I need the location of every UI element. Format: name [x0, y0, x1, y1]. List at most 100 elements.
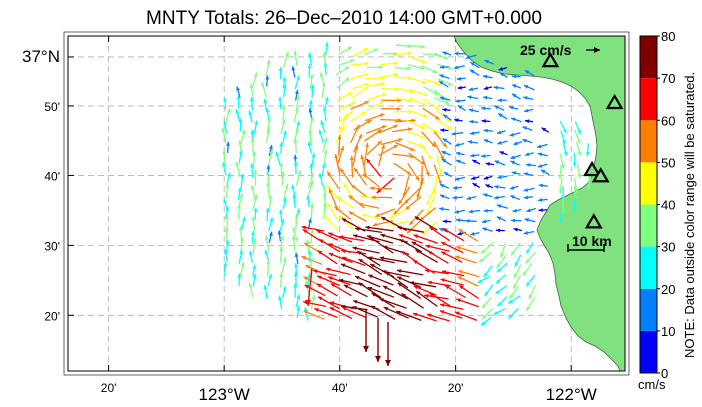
current-vector-head [439, 228, 444, 232]
current-vector-head [353, 234, 358, 238]
current-vector-head [224, 227, 229, 232]
current-vector-head [304, 280, 309, 285]
current-vector-head [293, 283, 298, 288]
current-vector-head [442, 51, 447, 56]
current-vector-head [397, 282, 403, 287]
current-vector-head [327, 202, 331, 208]
current-vector-head [500, 253, 504, 258]
current-vector [397, 282, 422, 299]
current-vector-head [483, 86, 489, 90]
current-vector-head [420, 66, 425, 70]
current-vector-head [304, 285, 310, 289]
current-vector-head [435, 105, 440, 110]
current-vector-head [469, 119, 474, 124]
lon-label: 123°W [199, 385, 250, 404]
current-vector-head [416, 291, 421, 295]
current-vector-head [328, 188, 333, 194]
current-vector-head [328, 252, 334, 257]
current-vector-head [451, 131, 456, 136]
lon-label: 20' [448, 381, 464, 395]
current-vector-head [407, 229, 412, 234]
current-vector-head [454, 311, 460, 316]
current-vector-head [282, 130, 287, 135]
current-vectors [221, 42, 592, 366]
current-vector-head [236, 95, 241, 100]
current-vector-head [467, 140, 473, 144]
current-vector-head [442, 107, 447, 112]
current-vector-head [354, 167, 359, 173]
current-vector-head [425, 244, 430, 249]
current-vector-head [577, 151, 582, 156]
current-vector-head [369, 237, 375, 241]
current-vector-head [423, 113, 428, 118]
current-vector-head [484, 291, 489, 297]
current-vector-head [398, 200, 403, 205]
current-vector-head [278, 295, 282, 300]
reference-arrow: 25 cm/s [520, 42, 600, 58]
current-vector-head [561, 164, 565, 169]
current-vector-head [416, 193, 421, 199]
current-vector-head [454, 65, 459, 70]
current-vector-head [364, 83, 370, 87]
current-vector-head [293, 138, 298, 143]
current-vector-head [348, 110, 354, 115]
current-vector-head [253, 207, 258, 212]
colorbar-segment [640, 162, 657, 205]
current-vector-head [448, 82, 453, 86]
colorbar-tick-label: 30 [661, 240, 675, 255]
current-vector-head [510, 218, 515, 223]
current-vector-head [377, 129, 382, 134]
current-vector-head [514, 273, 518, 278]
current-vector-head [269, 144, 273, 150]
current-vector-head [406, 171, 412, 175]
current-vector-head [342, 307, 347, 311]
current-vector-head [407, 66, 412, 71]
current-vector-head [383, 285, 388, 290]
current-vector [340, 263, 366, 275]
current-vector-head [382, 269, 387, 274]
current-vector-head [511, 250, 516, 256]
current-vector-head [372, 222, 378, 227]
current-vector-head [240, 173, 245, 179]
current-vector-head [498, 113, 503, 118]
current-vector-head [223, 97, 227, 102]
colorbar-tick-label: 20 [661, 282, 675, 297]
current-vector-head [254, 194, 258, 200]
current-vector-head [310, 173, 314, 178]
current-vector-head [381, 82, 386, 86]
current-vector [383, 306, 409, 319]
current-vector-head [524, 218, 529, 222]
current-vector-head [538, 183, 543, 188]
current-vector-head [297, 170, 302, 175]
current-vector-head [465, 55, 471, 59]
current-vector-head [454, 177, 460, 181]
current-vector-head [429, 227, 434, 231]
current-vector-head [293, 50, 298, 55]
current-vector-head [440, 128, 445, 133]
current-vector-head [345, 66, 350, 71]
current-vector-head [375, 356, 381, 362]
current-vector-head [397, 276, 402, 281]
current-vector-head [305, 265, 310, 269]
current-vector-head [329, 307, 335, 311]
current-vector-head [441, 151, 446, 155]
current-vector-head [268, 273, 273, 279]
current-vector-head [585, 152, 590, 157]
colorbar: 0 10 20 30 40 50 60 70 80 [639, 29, 675, 381]
current-vector-head [468, 209, 473, 214]
current-vector-head [238, 150, 243, 155]
current-vector-head [448, 66, 453, 70]
current-vector-head [559, 217, 563, 223]
radar-station-marker [584, 213, 603, 229]
current-vector [369, 236, 394, 254]
current-vector-head [308, 99, 313, 105]
current-vector-head [378, 65, 383, 70]
current-vector-head [339, 278, 344, 283]
current-vector-head [411, 118, 416, 123]
current-vector-head [352, 306, 358, 310]
current-vector-head [525, 259, 530, 264]
current-vector-head [323, 62, 328, 67]
current-vector-head [221, 127, 226, 133]
current-vector-head [368, 256, 373, 261]
